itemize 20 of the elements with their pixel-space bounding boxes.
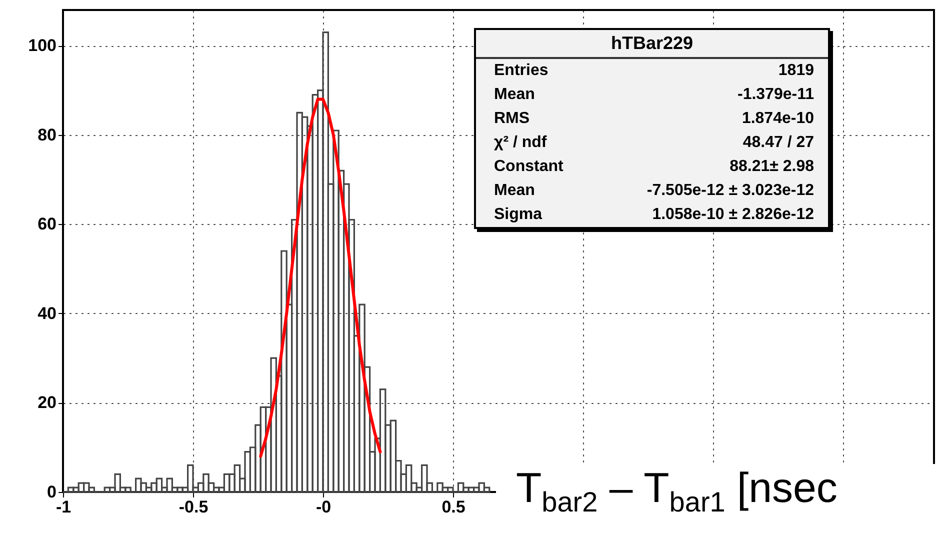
y-tick-label: 20 (38, 393, 56, 412)
x-tick-label: -0 (316, 498, 332, 516)
y-tick-label: 80 (38, 125, 56, 144)
y-tick-label: 100 (28, 36, 56, 56)
x-tick-label: -0.5 (178, 498, 208, 516)
line-series (259, 98, 382, 458)
text: hTBar229 (476, 30, 828, 59)
text: Constant 88.21± 2.98 (494, 158, 814, 175)
x-axis-title: T$_{bar2}$ – T$_{bar1}$ [nsec (496, 464, 938, 541)
y-tick-label: 40 (38, 304, 56, 323)
text: Entries 1819 (494, 62, 814, 79)
y-tick-label: 0 (47, 482, 56, 502)
text: Mean -7.505e-12 ± 3.023e-12 (494, 182, 814, 199)
x-tick-label: -1 (56, 498, 72, 516)
text: χ² / ndf 48.47 / 27 (494, 134, 814, 151)
text: Mean -1.379e-11 (494, 86, 814, 103)
x-tick-label: 0.5 (442, 498, 466, 516)
text: RMS 1.874e-10 (494, 110, 814, 127)
y-tick-label: 60 (38, 214, 56, 234)
text: Sigma 1.058e-10 ± 2.826e-12 (494, 206, 814, 223)
